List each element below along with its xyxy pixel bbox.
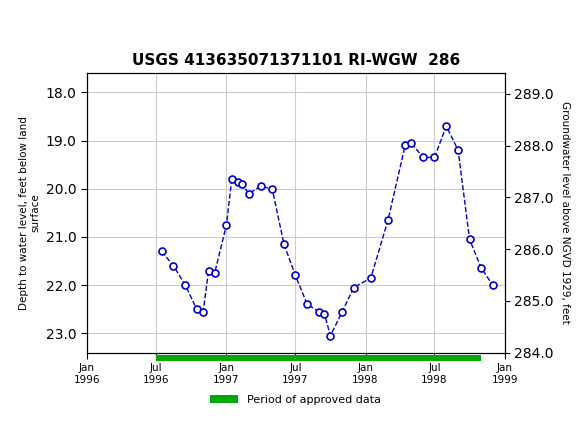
Legend: Period of approved data: Period of approved data [206, 390, 386, 409]
Bar [157, 355, 481, 361]
Text: ≣USGS: ≣USGS [12, 16, 70, 35]
Title: USGS 413635071371101 RI-WGW  286: USGS 413635071371101 RI-WGW 286 [132, 53, 460, 68]
Y-axis label: Depth to water level, feet below land
surface: Depth to water level, feet below land su… [19, 116, 40, 310]
Y-axis label: Groundwater level above NGVD 1929, feet: Groundwater level above NGVD 1929, feet [560, 101, 570, 324]
